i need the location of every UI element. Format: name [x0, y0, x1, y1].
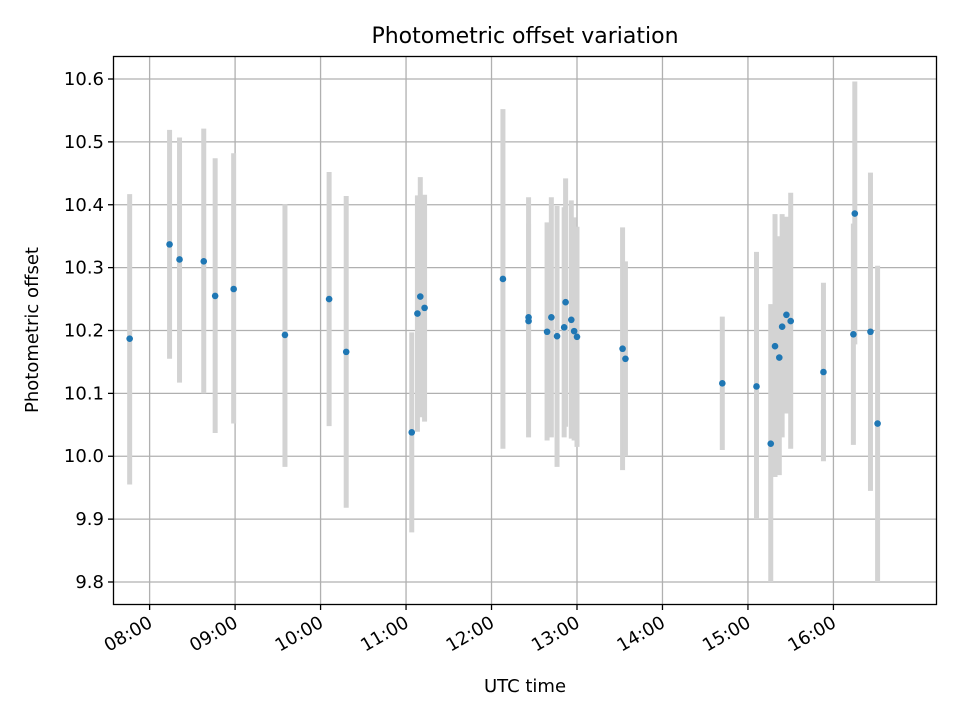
data-point [166, 241, 173, 248]
data-point [325, 295, 333, 303]
data-point [562, 298, 569, 306]
data-point [850, 330, 857, 338]
data-point [775, 354, 783, 361]
grid [114, 57, 936, 604]
data-point [851, 210, 859, 217]
chart-title: Photometric offset variation [371, 24, 678, 49]
data-point [820, 368, 827, 376]
y-tick-label: 10.5 [64, 132, 104, 153]
y-tick-label: 10.3 [64, 258, 104, 279]
data-point [874, 420, 881, 427]
data-point [200, 258, 208, 265]
data-point [408, 429, 416, 436]
data-point [414, 310, 421, 317]
y-tick-label: 9.9 [75, 509, 104, 530]
data-point [176, 256, 183, 263]
data-point [573, 333, 581, 341]
data-point [499, 275, 507, 283]
data-point [553, 332, 561, 340]
y-tick-label: 9.8 [75, 572, 104, 593]
data-points [126, 210, 881, 447]
data-point [421, 304, 428, 312]
data-point [281, 331, 289, 339]
y-tick-label: 10.0 [64, 446, 104, 467]
y-tick-label: 10.4 [64, 195, 104, 216]
data-point [771, 342, 779, 350]
data-point [622, 355, 629, 363]
y-tick-label: 10.1 [64, 383, 104, 404]
data-point [719, 380, 726, 387]
data-point [767, 440, 775, 447]
data-point [867, 328, 874, 336]
data-point [753, 383, 760, 390]
data-point [619, 345, 626, 353]
y-axis-ticks: 9.8 9.9 10.0 10.1 10.2 10.3 10.4 10.5 10.6 [64, 69, 114, 593]
data-point [778, 323, 786, 331]
data-point [416, 293, 424, 300]
data-point [783, 311, 790, 319]
data-point [567, 316, 575, 324]
x-axis-label: UTC time [484, 676, 566, 697]
y-tick-label: 10.2 [64, 321, 104, 342]
data-point [570, 327, 578, 335]
data-point [230, 285, 237, 293]
data-point [342, 348, 350, 356]
y-tick-label: 10.6 [64, 69, 104, 90]
data-point [787, 317, 794, 325]
data-point [126, 335, 133, 342]
data-point [548, 313, 555, 321]
data-point [525, 317, 532, 325]
data-point [543, 328, 551, 336]
data-point [560, 324, 568, 331]
data-point [211, 292, 219, 300]
y-axis-label: Photometric offset [22, 247, 43, 413]
